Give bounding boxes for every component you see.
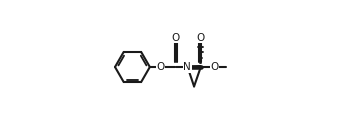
Text: O: O [157, 62, 165, 72]
Polygon shape [190, 66, 201, 68]
Text: O: O [197, 33, 205, 42]
Text: O: O [171, 33, 179, 42]
Text: N: N [184, 62, 191, 72]
Text: O: O [210, 62, 218, 72]
